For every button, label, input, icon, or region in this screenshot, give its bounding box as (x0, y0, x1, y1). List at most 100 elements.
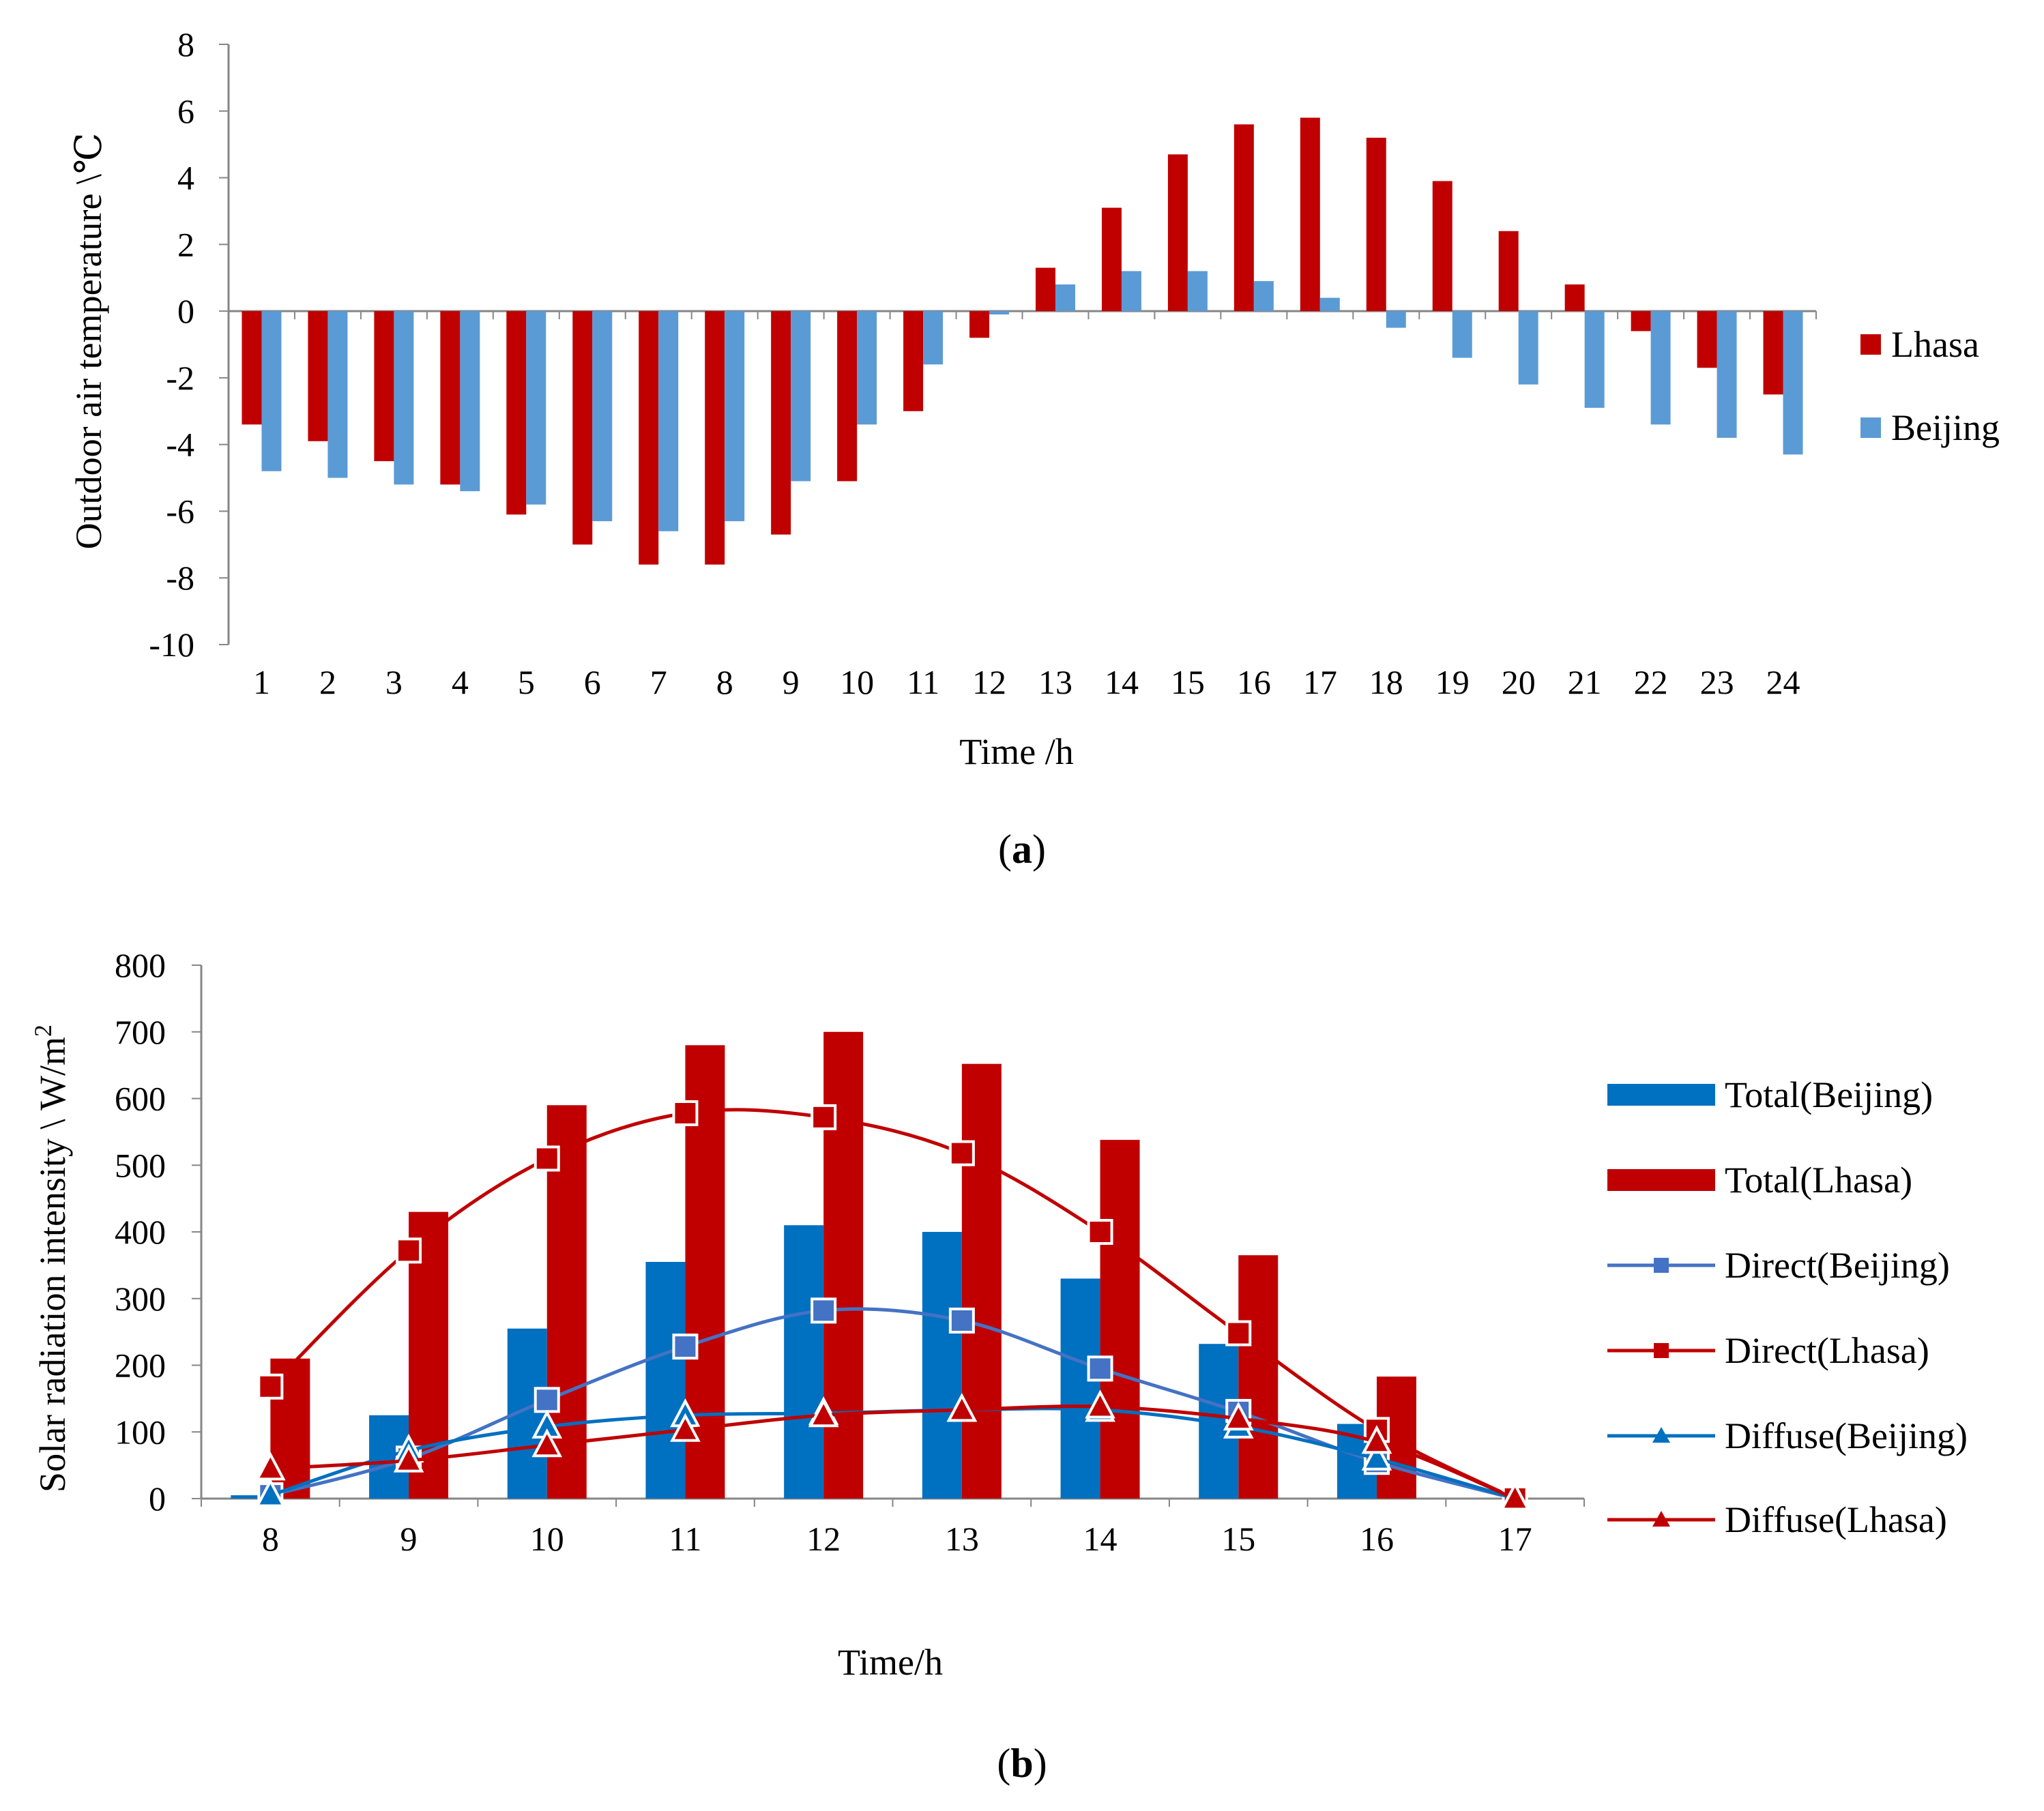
bar-beijing-2 (327, 311, 348, 478)
legend-label-diffuse-lhasa-: Diffuse(Lhasa) (1725, 1499, 1947, 1540)
chart-b-y-axis-title: Solar radiation intensity \ W/m2 (29, 1025, 73, 1492)
chart-a-x-tick-label: 6 (584, 663, 601, 701)
bar-lhasa-8 (705, 311, 725, 565)
bar-beijing-23 (1717, 311, 1737, 438)
bar-total-lhasa-15 (1238, 1255, 1279, 1499)
chart-a-y-tick-label: 6 (177, 92, 194, 130)
bar-beijing-6 (592, 311, 613, 522)
bar-beijing-12 (989, 311, 1010, 314)
bar-lhasa-2 (308, 311, 328, 441)
marker-diffuse-lhasa-12 (808, 1398, 839, 1428)
legend-label-diffuse-beijing-: Diffuse(Beijing) (1725, 1415, 1968, 1456)
chart-a-x-tick-label: 21 (1568, 663, 1602, 701)
bar-beijing-18 (1386, 311, 1406, 328)
bar-lhasa-11 (903, 311, 924, 411)
bar-lhasa-20 (1498, 231, 1519, 312)
bar-beijing-3 (394, 311, 414, 485)
bar-lhasa-19 (1432, 181, 1452, 312)
chart-a-y-tick-label: -6 (166, 492, 194, 530)
chart-b-y-tick-label: 800 (115, 946, 166, 984)
legend-marker-diffuse-lhasa- (1652, 1511, 1670, 1527)
marker-diffuse-lhasa-16 (1361, 1425, 1392, 1454)
bar-total-lhasa-14 (1100, 1140, 1140, 1499)
bar-beijing-1 (261, 311, 282, 471)
chart-b-x-tick-label: 17 (1498, 1520, 1532, 1558)
chart-b-y-tick-label: 300 (115, 1280, 166, 1318)
chart-a-caption-letter: a (1012, 827, 1032, 872)
chart-b-y-tick-label: 500 (115, 1146, 166, 1184)
bar-total-beijing-14 (1060, 1278, 1100, 1499)
marker-direct-beijing-10 (534, 1387, 560, 1413)
chart-a-x-tick-label: 20 (1502, 663, 1536, 701)
bar-beijing-19 (1452, 311, 1472, 358)
bar-lhasa-7 (639, 311, 659, 565)
chart-b-caption-letter: b (1010, 1741, 1033, 1786)
bar-lhasa-18 (1366, 137, 1386, 312)
legend-label-total-beijing-: Total(Beijing) (1725, 1074, 1933, 1115)
marker-direct-beijing-13 (948, 1308, 975, 1334)
chart-b-y-tick-label: 600 (115, 1080, 166, 1118)
legend-label-total-lhasa-: Total(Lhasa) (1725, 1160, 1912, 1201)
chart-b-solar-radiation: 800 700 600 500 400 300 200 100 0 8 9 10 11 12 13 14 15… (29, 946, 1968, 1786)
marker-diffuse-lhasa-14 (1085, 1389, 1115, 1419)
chart-a-x-tick-label: 7 (650, 663, 667, 701)
chart-a-legend: Lhasa Beijing (1860, 324, 2000, 448)
bar-beijing-17 (1319, 297, 1340, 312)
chart-b-x-tick-label: 14 (1083, 1520, 1118, 1558)
bar-lhasa-10 (837, 311, 858, 482)
chart-b-x-tick-label: 16 (1360, 1520, 1394, 1558)
bar-beijing-15 (1187, 271, 1208, 312)
chart-a-x-tick-label: 9 (783, 663, 800, 701)
bar-beijing-11 (923, 311, 944, 365)
marker-direct-lhasa-15 (1225, 1320, 1252, 1346)
bar-total-beijing-13 (922, 1232, 962, 1499)
chart-b-x-tick-label: 12 (806, 1520, 841, 1558)
bar-total-lhasa-12 (823, 1031, 864, 1499)
marker-direct-lhasa-8 (257, 1373, 284, 1400)
bar-beijing-22 (1650, 311, 1671, 425)
chart-a-x-tick-label: 11 (907, 663, 939, 701)
chart-a-x-tick-label: 1 (253, 663, 270, 701)
legend-swatch-total-lhasa- (1607, 1169, 1715, 1191)
line-diffuse-lhasa- (270, 1404, 1516, 1501)
chart-b-y-axis-title-main: Solar radiation intensity \ W/m (32, 1037, 73, 1492)
bar-lhasa-9 (771, 311, 791, 535)
chart-b-caption: (b) (997, 1741, 1047, 1786)
chart-a-x-tick-label: 12 (972, 663, 1006, 701)
chart-a-y-tick-label: -10 (149, 625, 194, 664)
marker-direct-lhasa-13 (948, 1140, 975, 1166)
line-direct-lhasa- (269, 1108, 1516, 1501)
chart-b-lines (255, 1100, 1530, 1512)
bar-lhasa-14 (1101, 207, 1122, 312)
legend-label-lhasa: Lhasa (1891, 324, 1979, 365)
bar-lhasa-17 (1300, 117, 1320, 312)
chart-b-y-tick-label: 100 (115, 1413, 166, 1451)
chart-a-bars (242, 117, 1803, 565)
chart-a-x-tick-label: 23 (1700, 663, 1734, 701)
chart-b-y-tick-label: 0 (149, 1479, 166, 1518)
chart-b-y-axis-title-sup: 2 (29, 1025, 57, 1037)
legend-marker-direct-lhasa- (1654, 1343, 1669, 1358)
chart-a-x-tick-label: 5 (518, 663, 535, 701)
chart-a-x-tick-label: 13 (1038, 663, 1072, 701)
chart-a-x-tick-label: 24 (1766, 663, 1800, 701)
marker-direct-lhasa-11 (672, 1100, 699, 1127)
bar-total-beijing-11 (645, 1261, 686, 1499)
chart-a-x-tick-label: 22 (1634, 663, 1668, 701)
marker-direct-beijing-14 (1087, 1355, 1113, 1382)
bar-beijing-4 (460, 311, 480, 492)
bar-beijing-16 (1253, 281, 1274, 312)
chart-a-x-tick-label: 4 (452, 663, 469, 701)
chart-a-x-ticks: 1 2 3 4 5 6 7 8 9 10 11 12 13 14 15 16 17 18 19 20 21 22 23 24 (253, 663, 1800, 701)
bar-total-beijing-8 (231, 1495, 271, 1499)
chart-a-caption: (a) (998, 827, 1046, 872)
bar-beijing-24 (1783, 311, 1803, 455)
marker-direct-lhasa-9 (396, 1237, 422, 1264)
marker-direct-beijing-12 (811, 1297, 837, 1324)
marker-diffuse-lhasa-13 (946, 1393, 978, 1422)
marker-diffuse-lhasa-8 (255, 1452, 286, 1481)
marker-direct-beijing-11 (672, 1334, 699, 1360)
bar-lhasa-16 (1233, 124, 1254, 312)
